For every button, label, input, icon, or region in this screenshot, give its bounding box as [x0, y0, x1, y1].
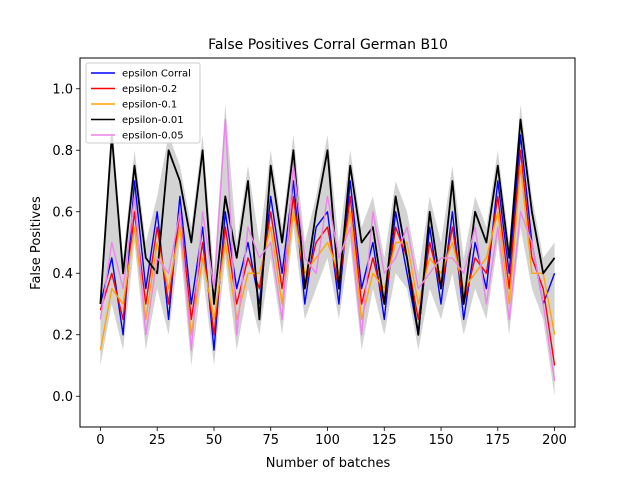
- x-tick-label: 0: [96, 433, 104, 448]
- series-line-4: [99, 118, 556, 336]
- x-axis: 0 25 50 75 100 125 150 175 200: [96, 427, 567, 448]
- y-tick-label: 0.4: [52, 267, 73, 282]
- legend-box: [85, 62, 201, 144]
- series-line-5: [99, 118, 556, 382]
- y-tick-label: 0.2: [52, 328, 73, 343]
- chart-title: False Positives Corral German B10: [208, 37, 448, 53]
- y-tick-label: 0.6: [52, 205, 73, 220]
- y-tick-label: 0.0: [52, 390, 73, 405]
- series-line-3: [99, 164, 556, 351]
- x-tick-label: 200: [542, 433, 567, 448]
- x-tick-label: 25: [149, 433, 166, 448]
- x-tick-label: 50: [206, 433, 223, 448]
- y-axis-label: False Positives: [29, 196, 44, 290]
- x-axis-label: Number of batches: [266, 456, 391, 471]
- plot-content: [99, 104, 556, 397]
- x-tick-label: 75: [262, 433, 279, 448]
- legend-label: epsilon-0.2: [122, 84, 177, 95]
- legend-label: epsilon-0.1: [122, 100, 177, 111]
- x-tick-label: 175: [485, 433, 510, 448]
- legend-label: epsilon Corral: [122, 69, 191, 80]
- x-tick-label: 150: [429, 433, 454, 448]
- y-axis: 0.0 0.2 0.4 0.6 0.8 1.0: [52, 82, 80, 405]
- legend-label: epsilon-0.01: [122, 115, 184, 126]
- x-tick-label: 100: [315, 433, 340, 448]
- y-tick-label: 1.0: [52, 82, 73, 97]
- spread-band: [100, 104, 555, 397]
- y-tick-label: 0.8: [52, 144, 73, 159]
- legend: epsilon Corral epsilon-0.2 epsilon-0.1 epsi…: [85, 62, 201, 144]
- series-line-2: [99, 149, 556, 366]
- x-tick-label: 125: [372, 433, 397, 448]
- legend-label: epsilon-0.05: [122, 131, 184, 142]
